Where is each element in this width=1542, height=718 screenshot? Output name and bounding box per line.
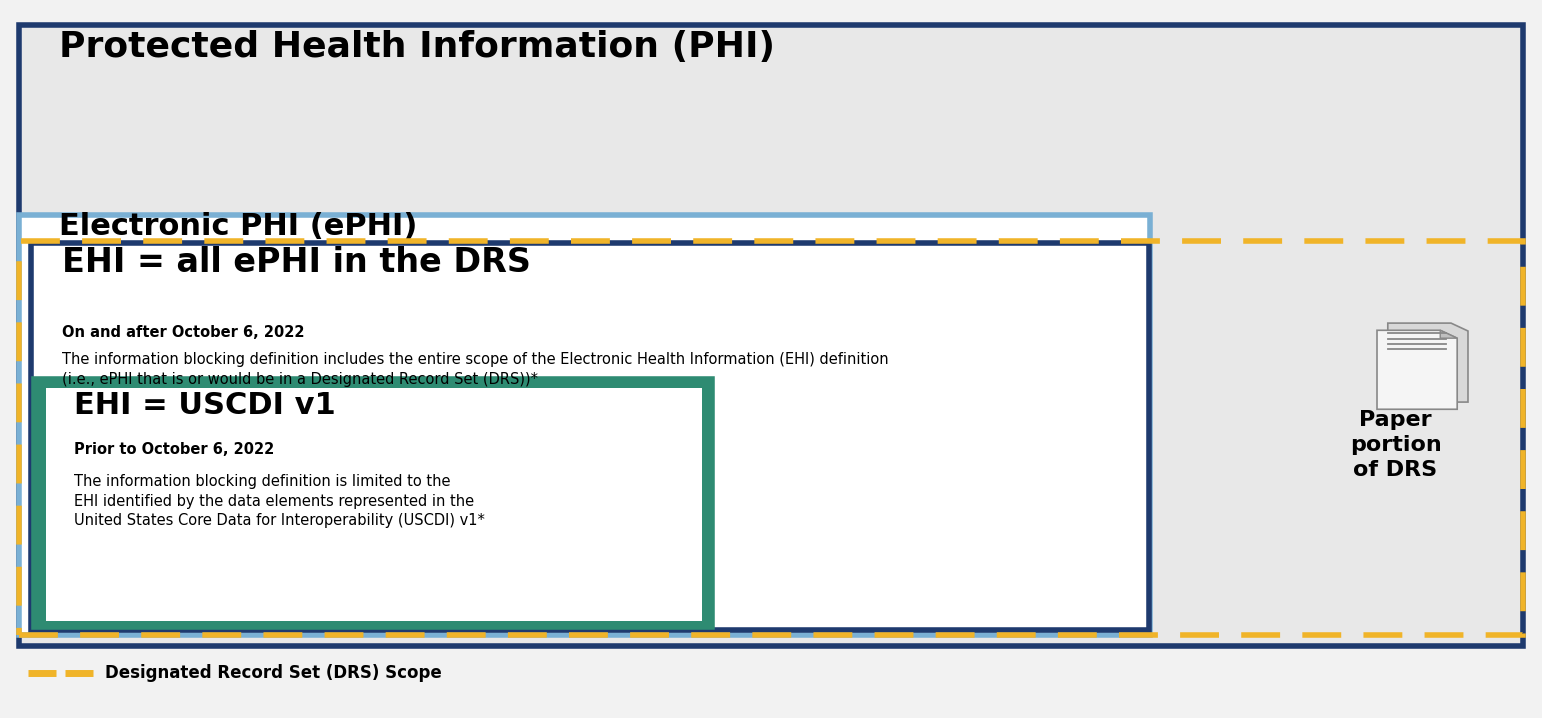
Text: EHI = USCDI v1: EHI = USCDI v1 xyxy=(74,391,336,420)
Bar xyxy=(19,215,1150,635)
Text: EHI = all ePHI in the DRS: EHI = all ePHI in the DRS xyxy=(62,246,530,279)
Text: Electronic PHI (ePHI): Electronic PHI (ePHI) xyxy=(59,212,416,241)
Bar xyxy=(19,215,1150,312)
Text: Prior to October 6, 2022: Prior to October 6, 2022 xyxy=(74,442,274,457)
Text: Designated Record Set (DRS) Scope: Designated Record Set (DRS) Scope xyxy=(105,664,441,683)
Polygon shape xyxy=(1377,330,1457,409)
Text: The information blocking definition is limited to the
EHI identified by the data: The information blocking definition is l… xyxy=(74,474,484,528)
Text: On and after October 6, 2022: On and after October 6, 2022 xyxy=(62,325,304,340)
Text: The information blocking definition includes the entire scope of the Electronic : The information blocking definition incl… xyxy=(62,352,888,386)
Bar xyxy=(31,243,1149,630)
Text: Paper
portion
of DRS: Paper portion of DRS xyxy=(1349,411,1442,480)
Text: Protected Health Information (PHI): Protected Health Information (PHI) xyxy=(59,29,774,64)
Bar xyxy=(34,379,712,627)
Bar xyxy=(19,241,1523,635)
Bar xyxy=(46,388,702,621)
Polygon shape xyxy=(1440,330,1457,338)
Polygon shape xyxy=(1388,323,1468,402)
Bar xyxy=(19,25,1523,646)
